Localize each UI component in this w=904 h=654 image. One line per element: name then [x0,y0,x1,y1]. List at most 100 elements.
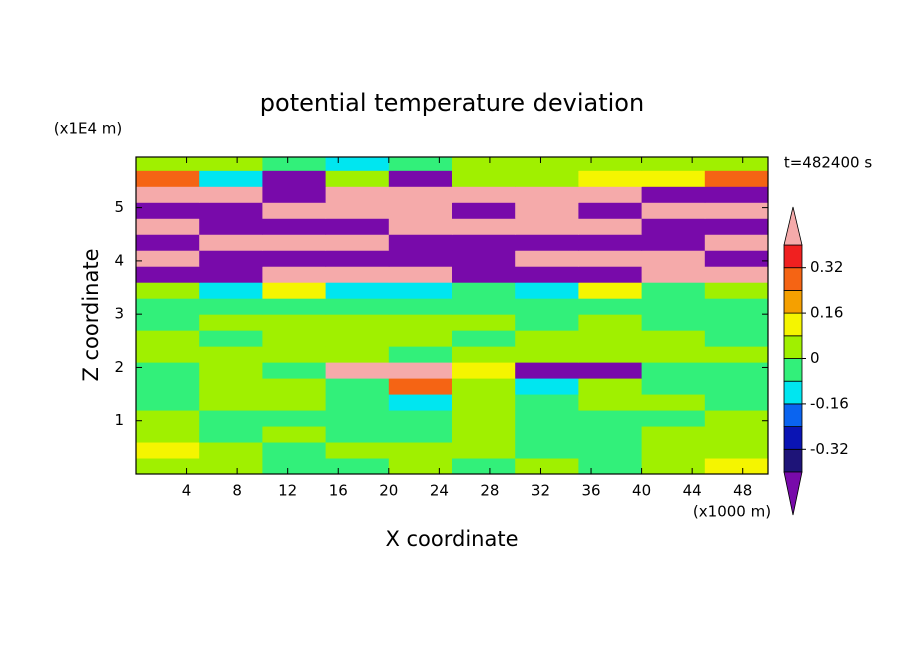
contour-cell [262,157,327,171]
contour-cell [136,186,200,203]
contour-cell [199,330,263,347]
contour-cell [578,186,643,203]
colorbar-box [783,289,803,314]
contour-cell [515,426,579,443]
contour-cell [578,266,643,283]
contour-cell [136,394,200,411]
contour-cell [388,314,453,331]
contour-cell [641,266,706,283]
contour-cell [325,458,390,475]
contour-cell [515,458,579,475]
contour-cell [388,298,453,315]
contour-cell [325,298,390,315]
contour-cell [199,266,263,283]
contour-cell [578,250,643,267]
contour-cell [262,362,327,379]
contour-cell [578,202,643,219]
time-label: t=482400 s [784,154,872,172]
contour-cell [262,202,327,219]
contour-cell [578,234,643,251]
contour-cell [325,186,390,203]
contour-cell [704,234,769,251]
contour-cell [515,378,579,395]
contour-cell [641,378,706,395]
colorbar-tick-label: 0 [810,349,820,367]
contour-cell [136,266,200,283]
contour-cell [325,346,390,363]
contour-cell [704,250,769,267]
contour-cell [704,378,769,395]
contour-cell [515,234,579,251]
y-unit: (x1E4 m) [54,120,123,138]
contour-cell [325,250,390,267]
contour-cell [515,362,579,379]
contour-cell [262,442,327,459]
contour-cell [388,410,453,427]
contour-cell [641,362,706,379]
y-tick-label: 3 [114,305,124,323]
contour-cell [704,410,769,427]
contour-cell [515,330,579,347]
contour-cell [199,346,263,363]
contour-cell [515,442,579,459]
contour-cell [578,378,643,395]
contour-cell [515,314,579,331]
contour-cell [325,218,390,235]
contour-cell [704,266,769,283]
contour-cell [641,298,706,315]
contour-cell [199,314,263,331]
colorbar-box [783,312,803,337]
contour-cell [388,250,453,267]
contour-cell [199,250,263,267]
colorbar-tick-label: -0.16 [810,394,849,412]
contour-cell [452,157,516,171]
contour-cell [452,298,516,315]
x-tick-label: 40 [632,482,651,500]
contour-cell [199,186,263,203]
contour-cell [388,186,453,203]
contour-cell [325,426,390,443]
contour-cell [136,378,200,395]
x-tick-label: 36 [581,482,600,500]
contour-cell [325,157,390,171]
contour-cell [641,330,706,347]
contour-cell [452,266,516,283]
y-tick-label: 4 [114,251,124,269]
contour-cell [515,157,579,171]
contour-cell [262,234,327,251]
contour-cell [578,458,643,475]
contour-cell [452,202,516,219]
contour-cell [578,362,643,379]
contour-cell [641,157,706,171]
contour-cell [388,458,453,475]
contour-cell [136,426,200,443]
contour-cell [199,234,263,251]
plot-frame [135,156,769,475]
contour-cell [262,394,327,411]
contour-cell [578,314,643,331]
contour-cell [515,202,579,219]
contour-cell [388,202,453,219]
x-tick-label: 16 [329,482,348,500]
contour-cell [641,410,706,427]
contour-cell [325,378,390,395]
contour-cell [262,330,327,347]
axes: 4 8 12 16 20 24 28 32 36 40 44 4812345-0.32-0.1600.… [114,156,849,516]
x-tick-label: 20 [379,482,398,500]
contour-cell [199,282,263,299]
colorbar-box [783,403,803,427]
contour-cell [515,298,579,315]
contour-cell [578,346,643,363]
contour-cell [452,346,516,363]
y-tick-label: 1 [114,411,124,429]
contour-cell [515,346,579,363]
contour-cell [515,218,579,235]
contour-cell [199,362,263,379]
colorbar-tick-label: -0.32 [810,440,849,458]
contour-cell [641,250,706,267]
contour-cell [388,157,453,171]
colorbar-box [783,426,803,450]
contour-cell [136,170,200,187]
contour-cell [704,170,769,187]
contour-cell [452,426,516,443]
